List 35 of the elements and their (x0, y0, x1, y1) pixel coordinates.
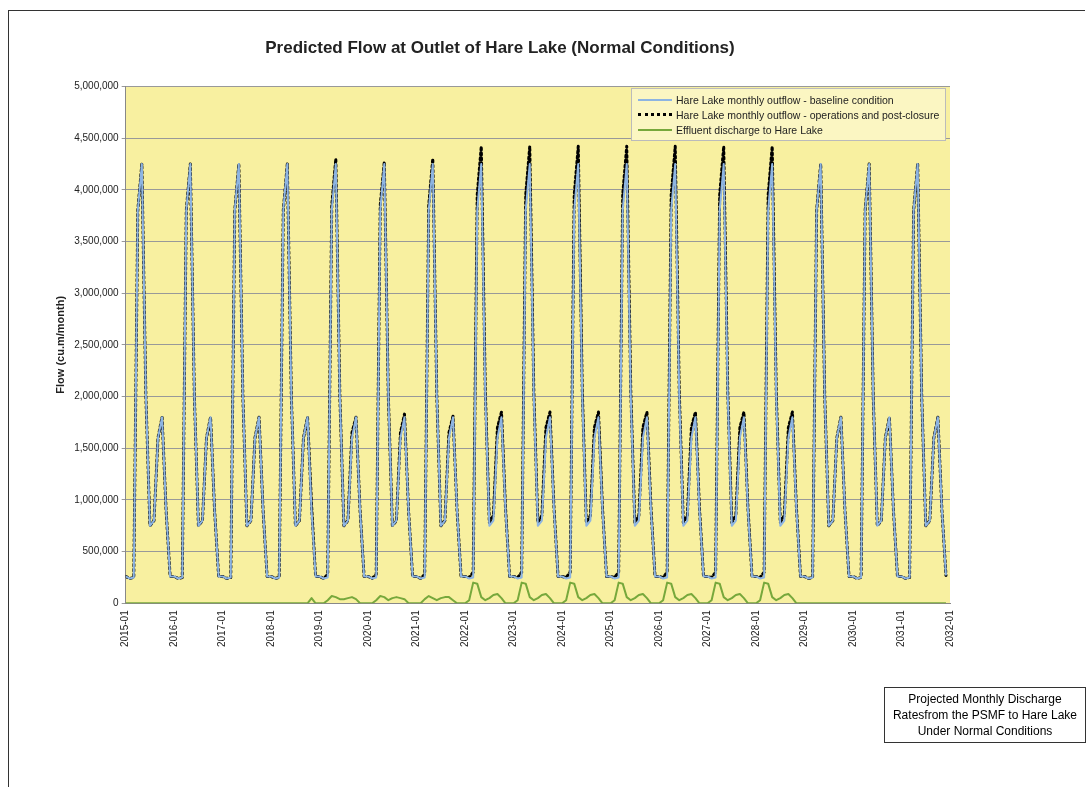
x-tick-label: 2032-01 (943, 609, 955, 647)
x-tick-label: 2019-01 (313, 609, 325, 647)
x-tick-label: 2020-01 (361, 609, 373, 647)
x-tick-label: 2029-01 (798, 609, 810, 647)
y-tick-label: 4,500,000 (74, 131, 120, 143)
chart-title: Predicted Flow at Outlet of Hare Lake (Normal Conditions) (265, 37, 735, 57)
x-tick-label: 2021-01 (410, 609, 422, 647)
x-tick-label: 2017-01 (216, 609, 228, 647)
x-tick-label: 2028-01 (749, 609, 761, 647)
x-tick-label: 2024-01 (555, 609, 567, 647)
y-axis-title: Flow (cu.m/month) (53, 295, 66, 394)
legend-label: Hare Lake monthly outflow - operations and post-closure (676, 108, 940, 121)
x-tick-label: 2022-01 (458, 609, 470, 647)
x-tick-label: 2030-01 (846, 609, 858, 647)
x-tick-label: 2031-01 (895, 609, 907, 647)
x-tick-label: 2016-01 (167, 609, 179, 647)
x-tick-label: 2025-01 (604, 609, 616, 647)
x-tick-label: 2018-01 (264, 609, 276, 647)
legend-label: Effluent discharge to Hare Lake (676, 123, 823, 136)
y-tick-label: 2,000,000 (74, 390, 120, 402)
x-tick-label: 2015-01 (119, 609, 131, 647)
x-tick-label: 2023-01 (507, 609, 519, 647)
x-tick-label: 2026-01 (652, 609, 664, 647)
y-tick-label: 3,000,000 (74, 286, 120, 298)
y-tick-label: 1,500,000 (74, 441, 120, 453)
x-tick-label: 2027-01 (701, 609, 713, 647)
y-tick-label: 4,000,000 (74, 183, 120, 195)
y-tick-label: 1,000,000 (74, 493, 120, 505)
y-tick-label: 0 (113, 597, 120, 609)
y-tick-label: 5,000,000 (74, 80, 120, 92)
y-tick-label: 2,500,000 (74, 338, 120, 350)
y-tick-label: 3,500,000 (74, 235, 120, 247)
text: Projected Monthly Discharge Ratesfrom the PSMF to Hare Lake Under Normal Conditions (891, 691, 1079, 739)
legend-label: Hare Lake monthly outflow - baseline condition (676, 93, 894, 106)
y-tick-label: 500,000 (82, 545, 120, 557)
